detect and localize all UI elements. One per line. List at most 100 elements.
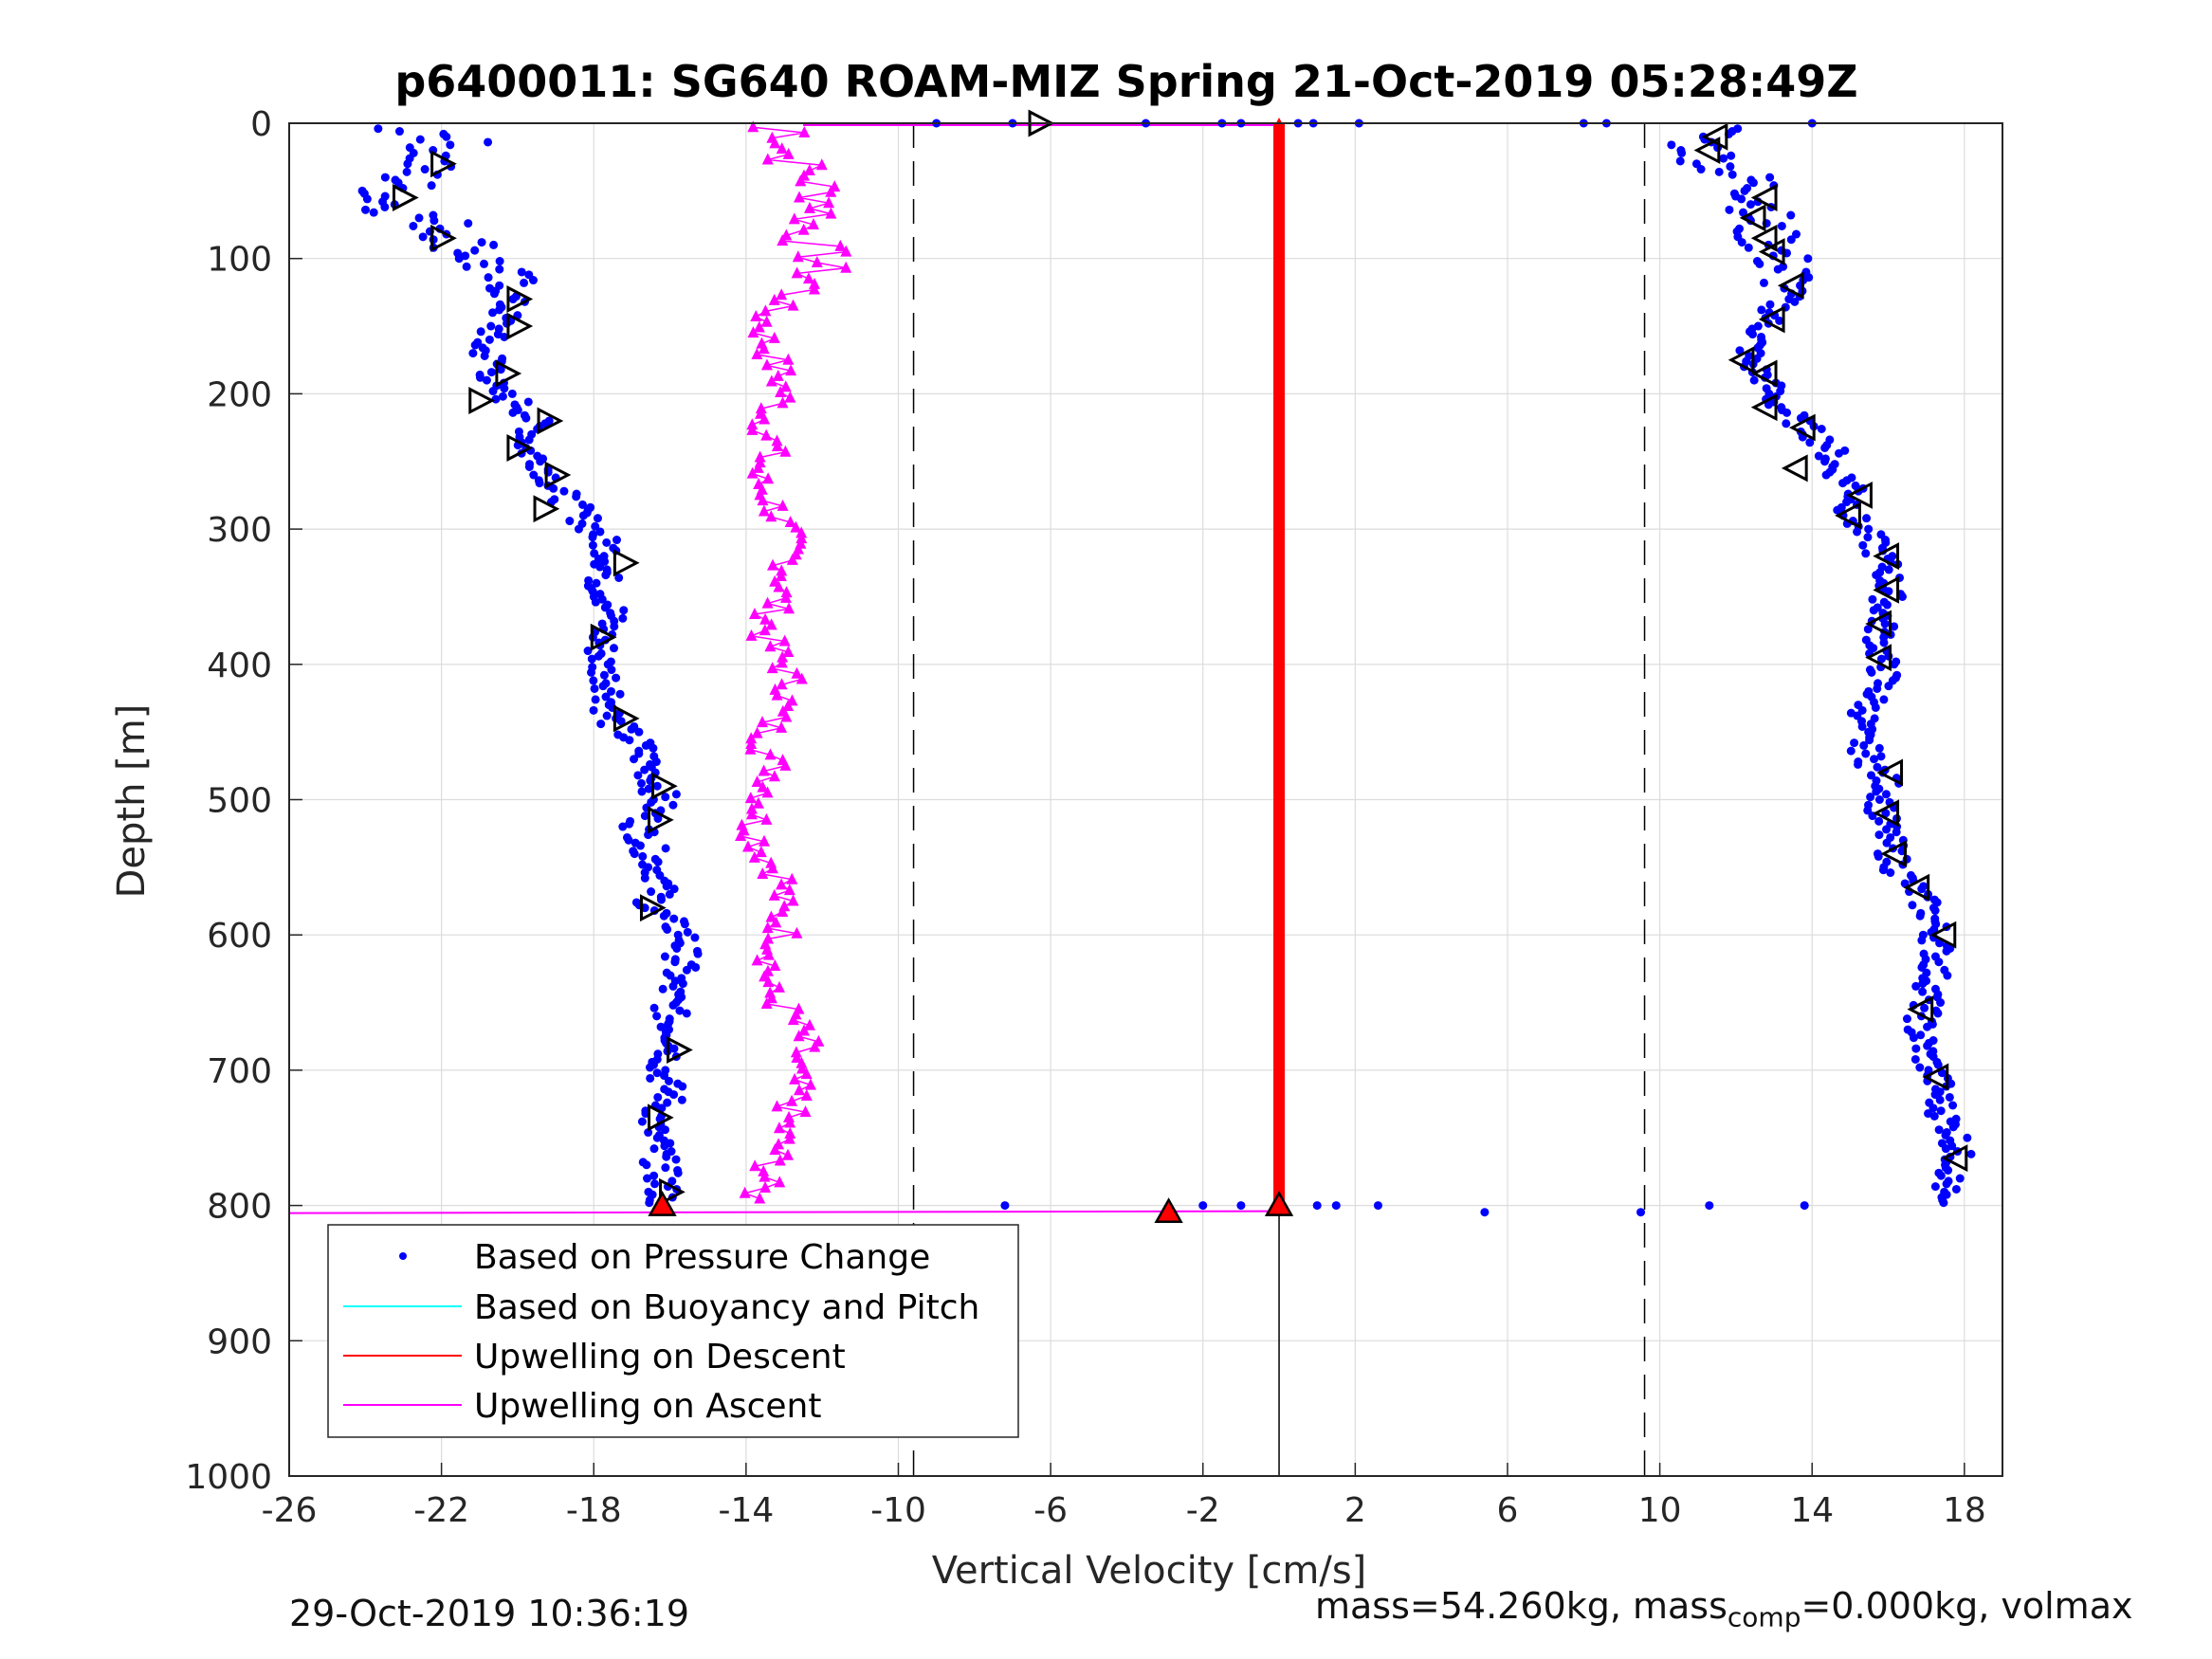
upwelling-ascent-point (787, 299, 799, 311)
pressure-change-point (578, 511, 588, 520)
upwelling-ascent-point (744, 792, 757, 804)
pressure-change-point (1739, 208, 1748, 217)
upwelling-descent-point (1273, 750, 1286, 761)
pressure-change-point (645, 1063, 654, 1072)
upwelling-ascent-point (784, 391, 796, 403)
upwelling-ascent-point (777, 499, 789, 511)
upwelling-descent-point (1273, 702, 1286, 713)
upwelling-descent-point (1273, 604, 1286, 615)
ascent-triangle-marker (1728, 346, 1755, 374)
pressure-change-point (1874, 851, 1883, 861)
upwelling-ascent-point (746, 423, 759, 435)
pressure-change-point (1870, 755, 1879, 764)
pressure-change-point (1881, 790, 1891, 799)
upwelling-descent-point (1273, 1183, 1286, 1194)
pressure-change-point (1667, 140, 1676, 150)
pressure-change-point (652, 1133, 662, 1142)
upwelling-ascent-point (771, 440, 783, 452)
pressure-change-point (600, 603, 610, 612)
upwelling-ascent-point (775, 570, 787, 582)
pressure-change-point (524, 462, 534, 471)
pressure-change-point (489, 289, 499, 299)
pressure-change-point (1884, 565, 1893, 574)
upwelling-descent-point (1273, 1151, 1286, 1162)
pressure-change-point (1942, 1179, 1951, 1189)
upwelling-descent-point (1273, 236, 1286, 247)
y-axis-label: Depth [m] (110, 704, 154, 899)
pressure-change-point (663, 924, 672, 934)
upwelling-descent-point (1273, 761, 1286, 773)
pressure-change-point (1909, 1033, 1918, 1043)
upwelling-descent-point (1273, 620, 1286, 631)
pressure-change-point (1744, 243, 1753, 252)
upwelling-ascent-point (808, 283, 820, 295)
upwelling-descent-point (1273, 1048, 1286, 1059)
upwelling-ascent-point (840, 245, 852, 257)
y-tick-label: 400 (207, 647, 272, 685)
upwelling-descent-point (1273, 280, 1286, 291)
upwelling-descent-point (1273, 452, 1286, 464)
upwelling-descent-point (1273, 322, 1286, 334)
upwelling-ascent-bottom-segment (288, 1210, 1280, 1214)
upwelling-ascent-point (783, 1132, 795, 1144)
upwelling-ascent-point (765, 510, 777, 522)
upwelling-descent-point (1273, 410, 1286, 421)
ascent-triangle-marker (1788, 413, 1816, 442)
pressure-change-point (1820, 457, 1830, 466)
pressure-change-point (1838, 479, 1848, 488)
ascent-triangle-marker (1750, 224, 1778, 252)
pressure-change-point (598, 682, 608, 691)
pressure-change-point (683, 927, 692, 937)
footer-timestamp: 29-Oct-2019 10:36:19 (289, 1593, 689, 1634)
pressure-change-point (616, 717, 626, 726)
descent-triangle-marker (590, 623, 617, 651)
upwelling-descent-point (1273, 653, 1286, 665)
pressure-change-point (653, 857, 663, 866)
x-tick-label: -6 (1033, 1491, 1068, 1530)
pressure-change-point (1908, 901, 1917, 910)
pressure-change-point (642, 1160, 651, 1170)
descent-triangle-marker (537, 407, 564, 435)
pressure-change-point (369, 208, 378, 217)
descent-triangle-marker (659, 1177, 686, 1206)
upwelling-descent-point (1273, 268, 1286, 280)
upwelling-descent-point (1273, 626, 1286, 637)
pressure-change-point (625, 736, 634, 745)
pressure-change-point (1696, 165, 1706, 174)
pressure-change-point (637, 1117, 647, 1126)
mass-subscript: comp (1727, 1601, 1801, 1633)
upwelling-ascent-point (759, 412, 771, 425)
pressure-change-outlier (1480, 1208, 1490, 1217)
legend-box (327, 1224, 1019, 1438)
descent-triangle-marker (430, 150, 457, 178)
pressure-change-point (1966, 1149, 1976, 1158)
upwelling-descent-point (1273, 1102, 1286, 1113)
upwelling-ascent-point (751, 348, 763, 360)
upwelling-descent-point (1273, 821, 1286, 832)
upwelling-ascent-point (747, 326, 759, 338)
upwelling-ascent-point (798, 1024, 811, 1036)
pressure-change-point (477, 238, 486, 247)
upwelling-ascent-point (777, 650, 789, 663)
upwelling-descent-point (1273, 464, 1286, 475)
upwelling-descent-point (1273, 858, 1286, 869)
pressure-change-point (420, 165, 430, 174)
pressure-change-point (1920, 1003, 1929, 1012)
upwelling-ascent-point (815, 158, 828, 171)
pressure-change-point (602, 711, 612, 720)
upwelling-descent-point (1273, 128, 1286, 139)
upwelling-descent-point (1273, 496, 1286, 507)
upwelling-ascent-point (771, 688, 783, 701)
pressure-change-point (1725, 205, 1734, 214)
pressure-change-point (638, 851, 648, 861)
pressure-change-point (668, 981, 678, 991)
upwelling-descent-point (1273, 550, 1286, 561)
upwelling-ascent-point (757, 780, 769, 793)
upwelling-descent-point (1273, 1113, 1286, 1124)
ascent-triangle-marker (1758, 305, 1785, 334)
pressure-change-point (442, 132, 451, 141)
pressure-change-point (636, 778, 646, 788)
upwelling-descent-point (1273, 610, 1286, 621)
pressure-change-point (644, 830, 653, 840)
upwelling-descent-point (1273, 1075, 1286, 1086)
